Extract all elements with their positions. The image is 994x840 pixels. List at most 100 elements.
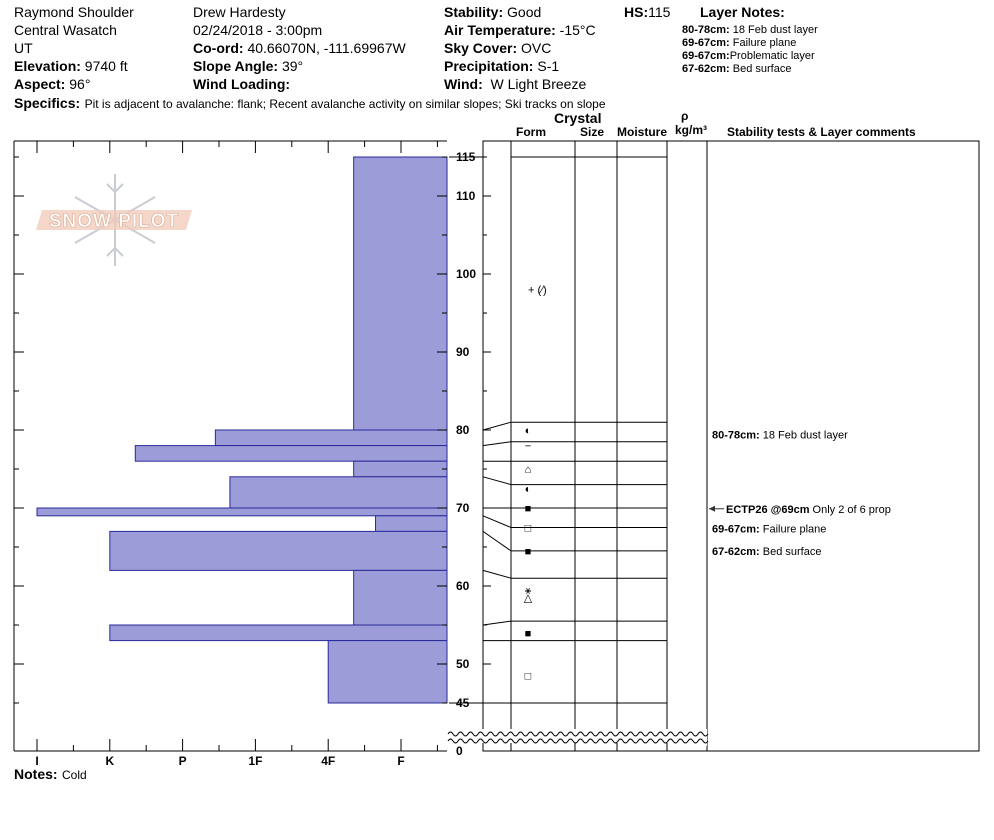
- layer-comment-text: 18 Feb dust layer: [763, 430, 848, 442]
- axis-break-line: [447, 731, 709, 737]
- layer-connector: [482, 620, 512, 626]
- hardness-bar: [327, 640, 448, 704]
- hardness-bar: [229, 476, 448, 509]
- depth-label: 90: [456, 345, 470, 359]
- hardness-bar: [353, 460, 448, 478]
- layer-note-range: 69-67cm:: [682, 37, 730, 49]
- precip-label: Precipitation:: [444, 58, 534, 74]
- hardness-label: P: [179, 754, 187, 768]
- crystal-header: Crystal: [554, 110, 602, 126]
- specifics-value: Pit is adjacent to avalanche: flank; Rec…: [84, 97, 606, 111]
- snowpilot-logo: SNOW PILOT: [36, 174, 192, 266]
- layer-note-range: 69-67cm:: [682, 50, 730, 62]
- coord-value: 40.66070N, -111.69967W: [247, 40, 406, 56]
- logo-text: SNOW PILOT: [49, 211, 179, 232]
- grain-form-symbol: ◐: [525, 425, 532, 437]
- layer-note: 69-67cm: Failure plane: [682, 38, 796, 49]
- grain-form-symbol: ■: [525, 503, 532, 515]
- grain-form-symbol: □: [525, 671, 532, 683]
- hardness-bar: [109, 530, 448, 571]
- slope-angle: Slope Angle: 39°: [193, 59, 303, 73]
- layer-note-text: Problematic layer: [729, 50, 815, 62]
- layer-comment-label: 80-78cm:: [712, 430, 763, 442]
- hardness-bar: [214, 429, 448, 447]
- depth-label: 50: [456, 657, 470, 671]
- slope-value: 39°: [281, 58, 304, 74]
- layer-connector: [482, 441, 512, 447]
- specifics: Specifics: Pit is adjacent to avalanche:…: [14, 96, 606, 112]
- grain-form-symbol: □: [525, 523, 532, 535]
- layer-connector: [482, 530, 512, 552]
- layer-note-text: 18 Feb dust layer: [732, 24, 818, 36]
- air-temp-label: Air Temperature:: [444, 22, 556, 38]
- coord-label: Co-ord:: [193, 40, 244, 56]
- layer-connector: [482, 515, 512, 528]
- hardness-bar: [353, 569, 448, 626]
- hardness-label: K: [105, 754, 114, 768]
- form-header: Form: [516, 125, 546, 139]
- hs-value: 115: [648, 4, 671, 20]
- layer-comment: ECTP26 @69cm Only 2 of 6 prop: [726, 504, 891, 516]
- stability-label: Stability:: [444, 4, 504, 20]
- air-temp-value: -15°C: [559, 22, 596, 38]
- precipitation: Precipitation: S-1: [444, 59, 559, 73]
- size-header: Size: [580, 125, 605, 139]
- hs-label: HS:: [624, 4, 649, 20]
- depth-label: 80: [456, 423, 470, 437]
- layer-note-text: Failure plane: [732, 37, 797, 49]
- stability-value: Good: [507, 4, 542, 20]
- layer-comment-text: Bed surface: [763, 546, 822, 558]
- layer-notes-title: Layer Notes:: [700, 4, 785, 20]
- precip-value: S-1: [537, 58, 560, 74]
- grain-form-symbol: ■: [525, 628, 532, 640]
- location: Raymond Shoulder: [14, 4, 134, 20]
- hardness-bar: [353, 156, 448, 431]
- layer-note-range: 80-78cm:: [682, 24, 730, 36]
- layer-comment-label: 69-67cm:: [712, 523, 763, 535]
- stability-tests-header: Stability tests & Layer comments: [727, 125, 916, 139]
- grain-form-symbol: + (⁄): [528, 285, 547, 297]
- grain-form-symbol: △: [524, 593, 533, 605]
- hardness-label: 4F: [321, 754, 335, 768]
- aspect-label: Aspect:: [14, 76, 66, 92]
- depth-label: 100: [456, 267, 476, 281]
- mountain-range: Central Wasatch: [14, 22, 117, 38]
- layer-note: 67-62cm: Bed surface: [682, 64, 791, 75]
- elevation: Elevation: 9740 ft: [14, 59, 128, 73]
- layer-note-range: 67-62cm:: [682, 63, 730, 75]
- hardness-label: I: [35, 754, 38, 768]
- layer-comment-text: Only 2 of 6 prop: [813, 504, 891, 516]
- elevation-label: Elevation:: [14, 58, 81, 74]
- grain-form-symbol: −: [525, 441, 531, 453]
- layer-connector: [482, 569, 512, 579]
- test-arrowhead: [709, 505, 715, 512]
- snow-height: HS:115: [624, 5, 670, 19]
- layer-note-text: Bed surface: [732, 63, 792, 75]
- moisture-header: Moisture: [617, 125, 668, 139]
- sky-label: Sky Cover:: [444, 40, 518, 56]
- logo-banner: [36, 210, 192, 230]
- wind-value: W Light Breeze: [490, 76, 587, 92]
- hardness-label: 1F: [248, 754, 262, 768]
- wind-label: Wind:: [444, 76, 483, 92]
- rho-header: ρ: [681, 109, 689, 123]
- depth-label: 110: [456, 189, 476, 203]
- aspect: Aspect: 96°: [14, 77, 90, 91]
- wind-loading: Wind Loading:: [193, 77, 290, 91]
- profile-frame: [482, 140, 980, 752]
- density-unit-header: kg/m³: [675, 123, 708, 137]
- notes-value: Cold: [62, 768, 87, 782]
- layer-note: 69-67cm:Problematic layer: [682, 51, 815, 62]
- layer-connector: [482, 476, 512, 486]
- elevation-value: 9740 ft: [84, 58, 128, 74]
- specifics-label: Specifics:: [14, 95, 81, 111]
- grain-form-symbol: ◐: [525, 484, 532, 496]
- hardness-bar: [109, 624, 448, 642]
- layer-comment: 80-78cm: 18 Feb dust layer: [712, 430, 848, 442]
- axis-break-line: [447, 738, 709, 744]
- hardness-label: F: [397, 754, 404, 768]
- notes: Notes: Cold: [14, 767, 87, 783]
- layer-comment: 69-67cm: Failure plane: [712, 523, 826, 535]
- wind: Wind: W Light Breeze: [444, 77, 586, 91]
